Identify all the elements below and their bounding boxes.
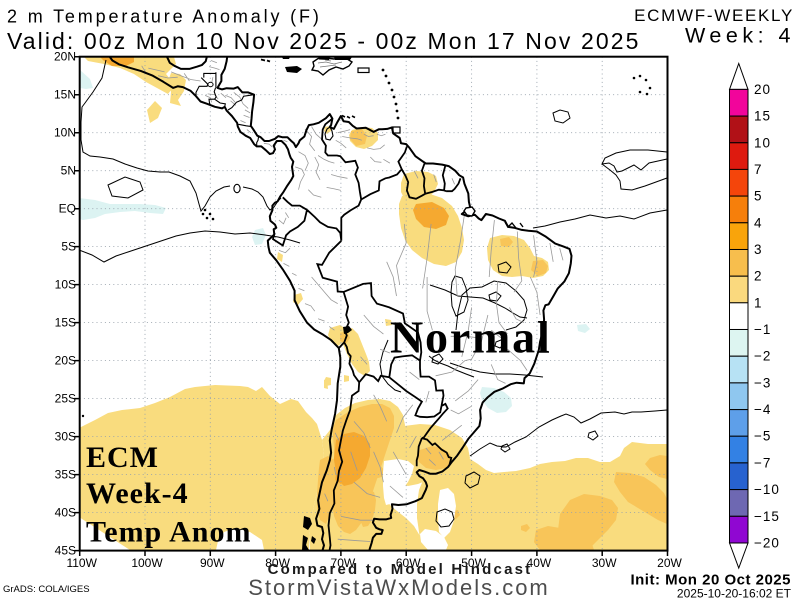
svg-text:5S: 5S <box>61 240 76 254</box>
svg-text:Temp Anom: Temp Anom <box>86 516 251 549</box>
svg-text:10N: 10N <box>54 126 76 140</box>
svg-text:35S: 35S <box>55 468 76 482</box>
svg-text:Week: 4: Week: 4 <box>685 24 795 48</box>
svg-text:Week-4: Week-4 <box>86 477 189 510</box>
svg-text:20N: 20N <box>54 50 76 64</box>
svg-text:−4: −4 <box>754 402 771 417</box>
svg-text:Compared to Model Hindcast: Compared to Model Hindcast <box>268 561 533 578</box>
svg-text:30S: 30S <box>55 430 76 444</box>
svg-text:50W: 50W <box>461 556 486 570</box>
svg-text:Normal: Normal <box>390 312 552 363</box>
svg-text:90W: 90W <box>200 556 225 570</box>
svg-text:1: 1 <box>754 295 763 310</box>
svg-text:−1: −1 <box>754 322 771 337</box>
svg-text:Valid: 00z Mon 10 Nov 2025 - 0: Valid: 00z Mon 10 Nov 2025 - 00z Mon 17 … <box>7 28 641 54</box>
svg-text:ECM: ECM <box>86 441 159 474</box>
svg-text:20S: 20S <box>55 354 76 368</box>
svg-text:−5: −5 <box>754 429 771 444</box>
svg-text:7: 7 <box>754 162 763 177</box>
svg-text:110W: 110W <box>66 556 97 570</box>
svg-text:2025-10-20-16:02 ET: 2025-10-20-16:02 ET <box>677 587 792 600</box>
svg-text:100W: 100W <box>131 556 163 570</box>
svg-text:80W: 80W <box>265 556 290 570</box>
svg-text:3: 3 <box>754 242 763 257</box>
svg-text:10: 10 <box>754 135 771 150</box>
svg-text:15N: 15N <box>54 88 76 102</box>
svg-text:10S: 10S <box>55 278 76 292</box>
svg-text:15S: 15S <box>55 316 76 330</box>
svg-text:−7: −7 <box>754 455 771 470</box>
svg-text:25S: 25S <box>55 392 76 406</box>
svg-text:45S: 45S <box>55 544 76 558</box>
svg-text:EQ: EQ <box>59 202 76 216</box>
svg-text:Init: Mon 20 Oct 2025: Init: Mon 20 Oct 2025 <box>630 572 791 589</box>
svg-text:StormVistaWxModels.com: StormVistaWxModels.com <box>248 575 550 600</box>
svg-text:15: 15 <box>754 109 771 124</box>
svg-text:ECMWF-WEEKLY: ECMWF-WEEKLY <box>634 6 794 25</box>
svg-text:GrADS: COLA/IGES: GrADS: COLA/IGES <box>3 584 90 595</box>
svg-text:−10: −10 <box>754 482 780 497</box>
svg-text:40W: 40W <box>527 556 552 570</box>
svg-text:5N: 5N <box>61 164 76 178</box>
svg-text:2 m Temperature Anomaly (F): 2 m Temperature Anomaly (F) <box>7 7 322 27</box>
svg-text:−20: −20 <box>754 536 780 551</box>
svg-text:4: 4 <box>754 215 763 230</box>
svg-text:5: 5 <box>754 189 763 204</box>
svg-text:70W: 70W <box>331 556 356 570</box>
svg-text:−15: −15 <box>754 509 780 524</box>
svg-text:20W: 20W <box>657 556 682 570</box>
svg-text:20: 20 <box>754 82 771 97</box>
svg-text:60W: 60W <box>396 556 421 570</box>
svg-text:40S: 40S <box>55 506 76 520</box>
svg-text:2: 2 <box>754 269 763 284</box>
svg-text:−2: −2 <box>754 349 771 364</box>
svg-text:30W: 30W <box>592 556 617 570</box>
svg-text:−3: −3 <box>754 375 771 390</box>
